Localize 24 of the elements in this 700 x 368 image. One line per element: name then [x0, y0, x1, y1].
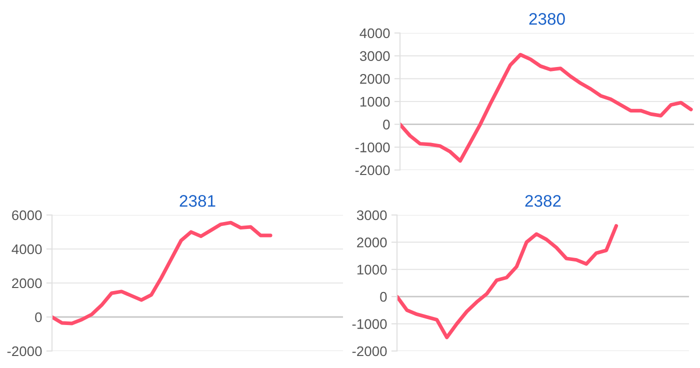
line-series	[52, 220, 272, 326]
y-tick-label: -2000	[352, 346, 387, 356]
y-tick-label: 2000	[357, 238, 387, 248]
y-tick-label: 2000	[360, 74, 390, 84]
chart-title: 2380	[529, 13, 565, 25]
chart-title: 2381	[180, 195, 216, 207]
y-tick-label: -1000	[352, 319, 387, 329]
y-tick-label: 2000	[12, 278, 42, 288]
y-tick-label: 3000	[360, 51, 390, 62]
y-tick-label: -2000	[355, 165, 390, 176]
y-tick-label: -2000	[7, 346, 42, 356]
y-tick-label: 4000	[12, 244, 42, 254]
y-tick-label: 1000	[360, 96, 390, 107]
y-tick-label: 4000	[360, 28, 390, 38]
chart-title: 2382	[525, 195, 561, 207]
line-series	[400, 52, 693, 163]
y-tick-label: 0	[35, 312, 42, 322]
y-tick-label: 6000	[12, 210, 42, 220]
y-tick-label: 0	[380, 292, 387, 302]
y-tick-label: 3000	[356, 210, 387, 220]
y-tick-label: 1000	[357, 264, 387, 275]
y-tick-label: 0	[383, 120, 390, 130]
y-tick-label: -1000	[355, 142, 390, 152]
line-series	[397, 224, 618, 340]
